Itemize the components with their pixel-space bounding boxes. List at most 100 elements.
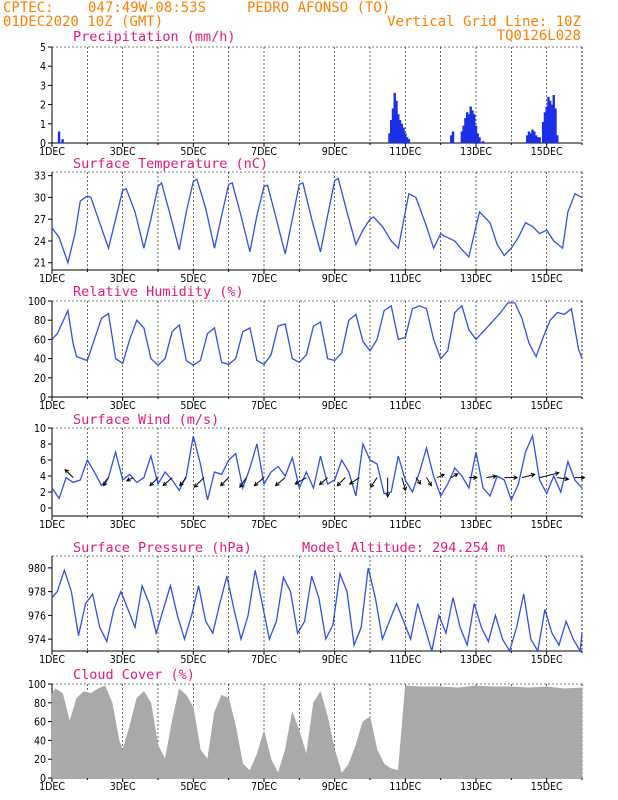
wind-vector [401,477,407,491]
rh-series-line [51,302,583,367]
precip-bar [388,133,391,143]
x-tick-label: 13DEC [460,654,492,666]
x-tick-label: 11DEC [389,273,421,285]
wind-vector-head [274,481,280,487]
wind-vector-head [239,483,244,489]
x-tick-label: 5DEC [180,519,206,531]
precip-bar [397,114,400,143]
panel-title-wind: Surface Wind (m/s) [73,412,219,428]
x-tick-label: 15DEC [531,519,563,531]
y-tick-label: 974 [28,634,46,646]
wind-vector-head [318,480,324,486]
y-tick-label: 21 [34,258,46,270]
y-tick-label: 2 [40,100,46,112]
wind-vector-head [580,475,586,480]
x-tick-label: 1DEC [39,146,65,158]
y-tick-label: 4 [40,61,46,73]
x-tick-label: 11DEC [389,781,421,793]
precip-bar [538,137,541,143]
precip-bar [549,100,552,143]
y-tick-label: 80 [34,698,46,710]
precip-bar [450,135,453,143]
y-tick-label: 976 [28,610,46,622]
precip-bar [473,114,476,143]
wind-vector-head [453,473,459,478]
precip-bar [545,106,548,143]
panel-precip: Precipitation (mm/h) 0 1 2 3 4 5 1DEC 3DEC 5DEC 7D… [39,29,583,158]
x-tick-label: 5DEC [180,146,206,158]
wind-vector-head [402,486,407,492]
y-tick-label: 1 [40,119,46,131]
wind-vector [220,477,230,486]
panel-title-cloud: Cloud Cover (%) [73,667,195,683]
wind-vector [149,477,159,486]
code-label: TQ0126L028 [497,28,581,44]
precip-bar [543,112,547,143]
x-tick-label: 11DEC [389,519,421,531]
x-tick-label: 15DEC [531,146,563,158]
x-tick-label: 11DEC [389,654,421,666]
y-tick-label: 60 [34,717,46,729]
y-tick-label: 3 [40,80,46,92]
x-tick-label: 5DEC [180,654,206,666]
y-tick-label: 20 [34,373,46,385]
precip-bar [393,93,396,143]
x-tick-label: 9DEC [322,273,348,285]
y-tick-label: 2 [40,487,46,499]
x-tick-label: 7DEC [251,781,277,793]
wind-vector-head [64,468,70,474]
precip-bar [541,121,545,143]
precip-bar [531,129,534,143]
wind-vector-head [336,481,342,487]
x-tick-label: 9DEC [322,519,348,531]
panel-pres: Surface Pressure (hPa) 974 976 978 980 1DEC 3D… [28,540,583,666]
precip-bar [460,131,464,143]
wind-vector [162,477,173,486]
precip-bar [464,118,467,143]
y-tick-label: 27 [34,214,46,226]
precip-bar [529,133,532,143]
x-tick-label: 11DEC [389,400,421,412]
x-tick-label: 3DEC [110,781,136,793]
y-tick-label: 100 [28,679,46,691]
wind-vector-head [125,477,131,482]
wind-vector-head [473,475,478,480]
wind-vector-head [294,480,300,485]
wind-vector [126,477,134,482]
precip-bar [407,139,411,143]
panel-title-rh: Relative Humidity (%) [73,284,244,300]
precip-bar [462,125,465,143]
precip-bar [400,123,403,143]
wind-vector-head [179,481,184,487]
precip-bar [404,133,407,143]
x-tick-label: 13DEC [460,273,492,285]
precip-bar [534,135,538,143]
wind-vector-head [348,480,354,485]
y-tick-label: 20 [34,754,46,766]
panel-title-pres: Surface Pressure (hPa) [73,540,252,556]
x-tick-label: 1DEC [39,519,65,531]
x-tick-label: 5DEC [180,273,206,285]
wind-vector-head [103,481,108,487]
wind-vector [275,477,286,486]
precip-bar [547,96,550,143]
precip-bar [526,135,529,143]
y-tick-label: 40 [34,354,46,366]
precip-bar [57,131,61,143]
panel-title-temp: Surface Temperature (nC) [73,156,268,172]
wind-vector [193,477,205,488]
wind-vector [336,477,346,486]
precip-bar [536,137,540,143]
y-tick-label: 978 [28,587,46,599]
precip-bar [476,133,479,143]
wind-vector [521,473,535,479]
wind-vector-head [564,476,570,482]
x-tick-label: 3DEC [110,146,136,158]
wind-vector-head [162,481,168,487]
wind-vector [239,477,247,488]
precip-bar [390,119,393,143]
precip-bar [395,100,398,143]
x-tick-label: 9DEC [322,781,348,793]
pres-series-line [51,567,583,654]
panel-title-precip: Precipitation (mm/h) [73,29,236,45]
